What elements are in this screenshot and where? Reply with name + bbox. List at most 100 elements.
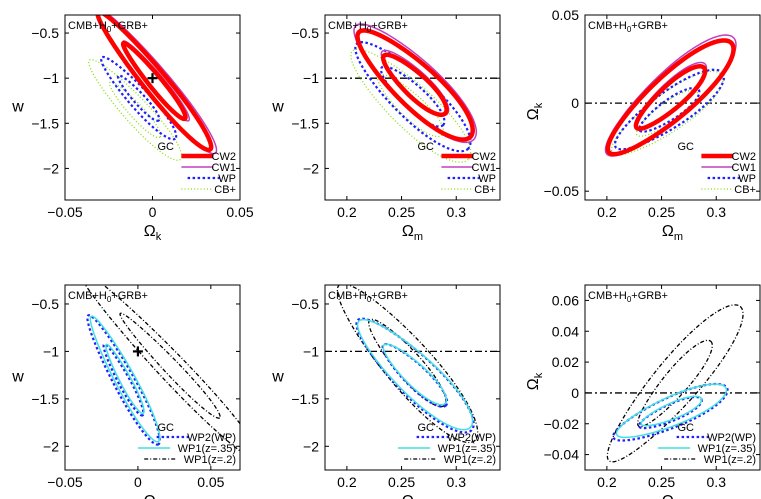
plot-area — [325, 23, 500, 163]
contour-WP-outer — [354, 41, 472, 153]
axes-frame — [64, 284, 241, 471]
y-tick-label: −0.5 — [31, 296, 59, 312]
legend-label: CB+ — [734, 184, 756, 196]
legend-label: WP — [478, 173, 496, 185]
panel-title: CMB+H0+GRB+ — [68, 20, 148, 34]
y-tick-label: −0.5 — [291, 296, 319, 312]
x-tick-label: 0.25 — [388, 474, 415, 490]
axis-label: Ωk — [144, 223, 162, 243]
x-tick-label: −0.05 — [47, 204, 83, 220]
contour-CW1-outer — [604, 34, 737, 157]
contour-WP1_2-outer — [336, 285, 479, 444]
x-tick-label: 0.3 — [707, 204, 727, 220]
y-tick-label: 0.05 — [552, 7, 579, 23]
contour-CW2-outer — [355, 28, 475, 142]
axis-label: Ωk — [525, 372, 545, 390]
y-tick-label: 0.06 — [552, 292, 579, 308]
axes-frame — [324, 14, 501, 201]
contour-WP2-inner — [381, 342, 449, 408]
legend-label: CW2 — [472, 151, 496, 163]
axes-frame — [324, 284, 501, 471]
contour-WP-inner — [379, 65, 446, 128]
contour-WP2-outer — [86, 314, 161, 446]
panel-title: CMB+H0+GRB+ — [328, 20, 408, 34]
contour-WP2-outer — [355, 317, 475, 434]
contour-WP1_35-outer — [89, 315, 161, 443]
contour-WP-outer — [100, 55, 178, 141]
fiducial-cross — [147, 73, 158, 84]
x-tick-label: 0.25 — [648, 474, 675, 490]
chart-panel-5: 0.20.250.3−0.5−1−1.5−2ΩmwCMB+H0+GRB+GCWP… — [271, 284, 501, 499]
y-tick-label: −2 — [43, 160, 59, 176]
y-tick-label: −0.05 — [544, 183, 580, 199]
contour-WP1_35-outer — [615, 383, 728, 439]
legend-label: WP — [738, 173, 756, 185]
x-tick-label: 0.3 — [447, 204, 467, 220]
legend-label: WP1(z=.2) — [704, 454, 756, 466]
x-tick-label: 0.25 — [388, 204, 415, 220]
legend-label: WP1(z=.35) — [178, 443, 236, 455]
axis-label: Ωm — [402, 493, 423, 499]
panel-title: CMB+H0+GRB+ — [328, 290, 408, 304]
x-tick-label: 0.2 — [597, 204, 617, 220]
legend-label: WP1(z=.35) — [438, 443, 496, 455]
axis-label: w — [271, 369, 284, 386]
axis-label: Ωm — [402, 223, 423, 243]
contour-WP-outer — [613, 68, 726, 151]
y-tick-label: −0.04 — [544, 447, 580, 463]
y-tick-label: 0.04 — [552, 323, 579, 339]
contour-WP1_35-inner — [105, 343, 145, 415]
legend-label: WP2(WP) — [707, 432, 756, 444]
contour-WP1_35-inner — [640, 395, 703, 427]
legend: GC WP2(WP)WP1(z=.35)WP1(z=.2) — [138, 422, 236, 466]
plot-area — [585, 304, 760, 463]
contour-WP1_35-outer — [356, 318, 474, 431]
y-tick-label: −1.5 — [291, 115, 319, 131]
legend-title: GC — [678, 141, 695, 153]
legend-label: CW2 — [212, 151, 236, 163]
y-tick-label: −2 — [43, 438, 59, 454]
y-tick-label: −0.02 — [544, 416, 580, 432]
contour-CBplus-inner — [635, 89, 699, 137]
contour-CW1-inner — [122, 40, 191, 122]
contour-WP1_35-inner — [382, 343, 448, 406]
plot-area — [84, 285, 240, 452]
legend-label: CW1 — [212, 162, 236, 174]
legend-title: GC — [418, 141, 435, 153]
plot-area — [585, 34, 760, 157]
legend: GC WP2(WP)WP1(z=.35)WP1(z=.2) — [398, 422, 496, 466]
y-tick-label: 0 — [571, 95, 579, 111]
contour-WP1_2-inner — [368, 318, 447, 408]
y-tick-label: −0.5 — [31, 25, 59, 41]
x-tick-label: 0.2 — [337, 204, 357, 220]
axis-label: Ωm — [662, 223, 683, 243]
x-tick-label: −0.05 — [47, 474, 83, 490]
y-tick-label: −2 — [303, 438, 319, 454]
legend-label: WP1(z=.35) — [698, 443, 756, 455]
plot-area — [88, 15, 218, 161]
y-tick-label: 0 — [571, 385, 579, 401]
legend-label: CW2 — [732, 151, 756, 163]
legend-label: WP — [218, 173, 236, 185]
chart-panel-6: 0.2 0.25 0.3 0.06 0.04 0.02 0 −0.02 −0.04 Ωm Ωk CMB… — [525, 284, 761, 499]
y-tick-label: −1.5 — [31, 115, 59, 131]
legend-label: CB+ — [214, 184, 236, 196]
fiducial-cross — [132, 346, 143, 357]
x-tick-label: 0 — [134, 474, 142, 490]
contour-CW2-inner — [380, 52, 449, 118]
contour-WP1_2-outer — [84, 285, 240, 452]
y-tick-label: −1.5 — [291, 391, 319, 407]
panel-title: CMB+H0+GRB+ — [588, 290, 668, 304]
contour-CW2-inner — [633, 64, 708, 132]
legend-title: GC — [418, 422, 435, 434]
axis-label: Ωk — [525, 102, 545, 120]
contour-WP-inner — [116, 74, 161, 122]
axis-label: Ωm — [662, 493, 683, 499]
contour-CW2-outer — [605, 38, 736, 157]
y-tick-label: 0.02 — [552, 354, 579, 370]
y-tick-label: −1 — [43, 343, 59, 359]
axes-frame — [584, 14, 761, 201]
contour-WP1_2-outer — [606, 304, 744, 463]
